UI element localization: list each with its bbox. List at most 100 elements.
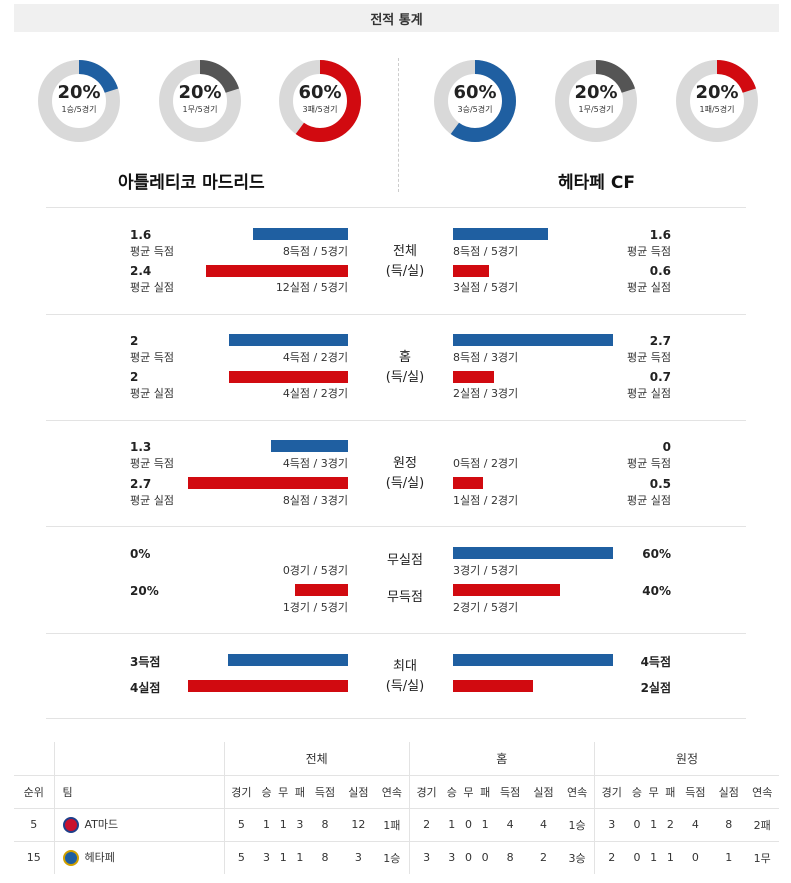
col-home-3: 패 xyxy=(476,774,494,808)
away-avg-scored: 0 xyxy=(662,440,671,454)
team-divider xyxy=(398,58,399,192)
away-scored-count: 8득점 / 3경기 xyxy=(453,351,519,364)
col-away-5: 실점 xyxy=(712,774,746,808)
donut-ring xyxy=(38,60,120,142)
stat-away-6: 2패 xyxy=(745,807,779,841)
team-crest-icon xyxy=(62,850,79,867)
stat-home-5: 4 xyxy=(526,807,561,841)
donut-sub: 1무/5경기 xyxy=(182,105,218,114)
stat-total-6: 1패 xyxy=(375,807,410,841)
home-avg-conceded-label: 평균 실점 xyxy=(130,387,174,400)
divider xyxy=(46,207,746,208)
away-conceded-bar xyxy=(453,371,494,383)
donut-arc xyxy=(279,60,361,142)
stat-home-6: 1승 xyxy=(560,807,595,841)
stat-away-0: 2 xyxy=(593,840,629,874)
stat-total-4: 8 xyxy=(308,807,342,841)
home-scored-count: 4득점 / 3경기 xyxy=(282,457,348,470)
away-avg-scored-label: 평균 득점 xyxy=(627,245,671,258)
home-blank-pct: 20% xyxy=(130,584,159,598)
section-label-sub: (득/실) xyxy=(385,264,425,279)
col-rank: 순위 xyxy=(14,774,54,808)
col-total-1: 승 xyxy=(258,774,275,808)
away-avg-scored: 1.6 xyxy=(649,228,671,242)
section-label-max: 최대 (득/실) xyxy=(360,657,450,697)
away-conceded-count: 3실점 / 5경기 xyxy=(453,281,519,294)
donut-pct: 20% xyxy=(57,82,101,103)
stat-total-5: 3 xyxy=(341,840,376,874)
stat-total-1: 3 xyxy=(258,840,275,874)
stat-home-0: 3 xyxy=(408,840,444,874)
donut-arc xyxy=(159,60,241,142)
stat-home-1: 1 xyxy=(443,807,461,841)
group-total: 전체 xyxy=(223,742,410,775)
donut-ring xyxy=(434,60,516,142)
stat-total-3: 3 xyxy=(291,807,309,841)
col-total-4: 득점 xyxy=(308,774,342,808)
home-avg-conceded: 2.7 xyxy=(130,477,152,491)
home-team-name: 아틀레티코 마드리드 xyxy=(118,173,265,193)
col-away-3: 패 xyxy=(662,774,679,808)
away-clean-count: 3경기 / 5경기 xyxy=(453,564,519,577)
divider xyxy=(46,314,746,315)
home-clean-count: 0경기 / 5경기 xyxy=(282,564,348,577)
stat-total-0: 5 xyxy=(223,840,259,874)
col-away-0: 경기 xyxy=(593,774,629,808)
donut-ring xyxy=(555,60,637,142)
away-clean-pct: 60% xyxy=(642,547,671,561)
donut-ring xyxy=(159,60,241,142)
away-avg-conceded-label: 평균 실점 xyxy=(627,494,671,507)
home-scored-bar xyxy=(229,334,348,346)
section-label-sub: (득/실) xyxy=(385,679,425,694)
home-avg-conceded-label: 평균 실점 xyxy=(130,281,174,294)
team-cell[interactable]: 헤타페 xyxy=(53,840,224,874)
group-home: 홈 xyxy=(408,742,595,775)
home-scored-count: 8득점 / 5경기 xyxy=(282,245,348,258)
team-cell[interactable]: AT마드 xyxy=(53,807,224,841)
standings-table: 전체 홈 원정 순위 팀 경기 승 무 패 득점 실점 연속 경기 승 무 패 득점 실점 연속 경기 승 무 패… xyxy=(14,742,779,874)
home-avg-scored-label: 평균 득점 xyxy=(130,245,174,258)
group-away: 원정 xyxy=(593,742,779,775)
away-scored-count: 8득점 / 5경기 xyxy=(453,245,519,258)
away-avg-conceded: 0.7 xyxy=(649,370,671,384)
stat-away-4: 0 xyxy=(678,840,713,874)
donut-home-win: 20% 1승/5경기 xyxy=(36,58,122,144)
col-away-4: 득점 xyxy=(678,774,713,808)
away-conceded-bar xyxy=(453,477,483,489)
stat-total-4: 8 xyxy=(308,840,342,874)
donut-ring xyxy=(676,60,758,142)
donut-pct: 20% xyxy=(574,82,618,103)
home-conceded-count: 4실점 / 2경기 xyxy=(282,387,348,400)
table-group-header: 전체 홈 원정 xyxy=(14,742,779,775)
away-scored-bar xyxy=(453,334,613,346)
donut-sub: 1무/5경기 xyxy=(578,105,614,114)
donut-home-draw: 20% 1무/5경기 xyxy=(157,58,243,144)
away-scored-bar xyxy=(453,228,548,240)
away-blank-bar xyxy=(453,584,560,596)
away-max-scored-bar xyxy=(453,654,613,666)
team-name: 헤타페 xyxy=(84,851,115,865)
stat-total-1: 1 xyxy=(258,807,275,841)
stat-home-3: 1 xyxy=(476,807,494,841)
home-blank-count: 1경기 / 5경기 xyxy=(282,601,348,614)
home-max-conceded-bar xyxy=(188,680,348,692)
donut-sub: 1승/5경기 xyxy=(61,105,97,114)
stat-home-2: 0 xyxy=(460,807,477,841)
section-label-main: 전체 xyxy=(393,244,417,259)
home-avg-conceded-label: 평균 실점 xyxy=(130,494,174,507)
stat-away-3: 2 xyxy=(662,807,679,841)
donut-sub: 1패/5경기 xyxy=(699,105,735,114)
donut-home-loss: 60% 3패/5경기 xyxy=(277,58,363,144)
home-scored-count: 4득점 / 2경기 xyxy=(282,351,348,364)
stat-home-6: 3승 xyxy=(560,840,595,874)
col-home-5: 실점 xyxy=(526,774,561,808)
table-header-row: 순위 팀 경기 승 무 패 득점 실점 연속 경기 승 무 패 득점 실점 연속 경기 승 무 패 득점 실점 연속 xyxy=(14,774,779,808)
away-max-conceded-bar xyxy=(453,680,533,692)
away-avg-scored-label: 평균 득점 xyxy=(627,457,671,470)
col-home-1: 승 xyxy=(443,774,461,808)
donut-pct: 20% xyxy=(178,82,222,103)
stat-away-4: 4 xyxy=(678,807,713,841)
away-clean-bar xyxy=(453,547,613,559)
donut-arc xyxy=(38,60,120,142)
col-total-0: 경기 xyxy=(223,774,259,808)
